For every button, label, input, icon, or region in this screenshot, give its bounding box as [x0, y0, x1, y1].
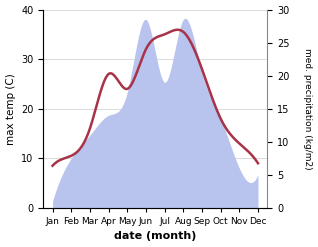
- Y-axis label: med. precipitation (kg/m2): med. precipitation (kg/m2): [303, 48, 313, 169]
- X-axis label: date (month): date (month): [114, 231, 197, 242]
- Y-axis label: max temp (C): max temp (C): [5, 73, 16, 144]
